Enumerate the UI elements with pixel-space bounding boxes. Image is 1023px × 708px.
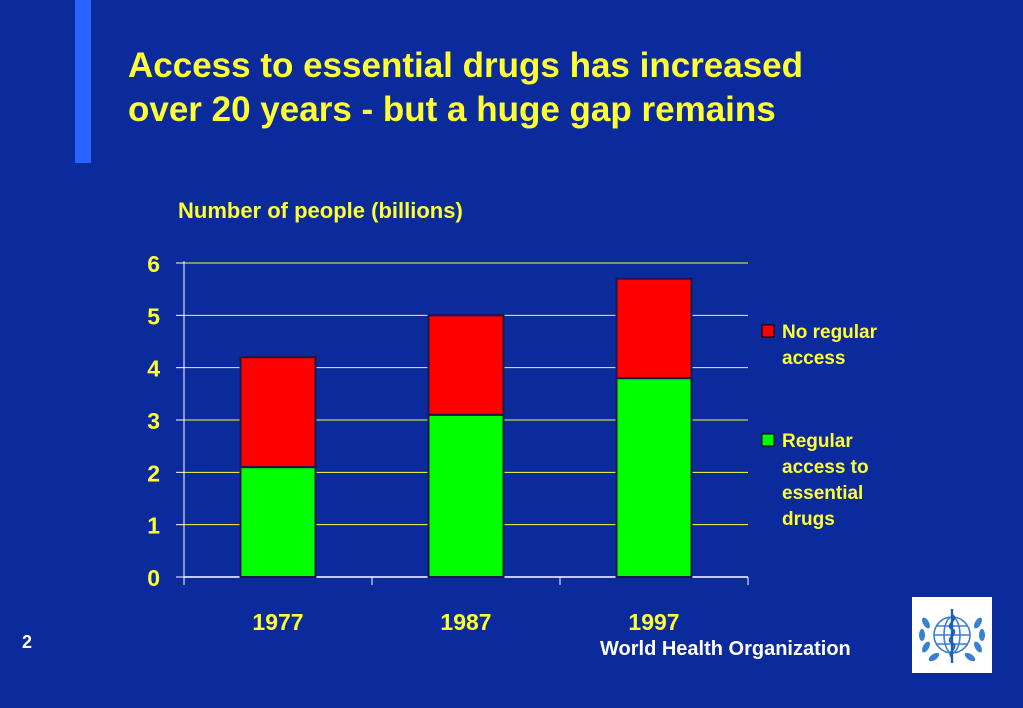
y-tick-label: 6 [147,251,160,277]
who-logo [912,597,992,673]
title-accent-bar [75,0,91,163]
bar-segment-access [615,377,693,578]
slide-number: 2 [22,632,33,652]
slide-title-line-2: over 20 years - but a huge gap remains [128,90,776,129]
legend-label: No regular [782,322,878,343]
bar-segment-no-access [239,356,317,469]
bar-segment-no-access [427,314,505,416]
legend-label: essential [782,483,863,504]
y-tick-label: 5 [147,303,160,329]
bar-segment-access [427,413,505,578]
legend-label: access [782,348,845,369]
y-tick-label: 4 [147,356,160,382]
legend-label: Regular [782,431,853,452]
x-tick-label: 1987 [440,609,491,635]
y-tick-label: 3 [147,408,160,434]
legend-swatch [761,433,775,447]
y-tick-label: 1 [147,513,160,539]
y-tick-label: 0 [147,565,160,591]
bar-segment-access [239,466,317,579]
legend-label: drugs [782,509,835,530]
chart-title: Number of people (billions) [178,198,463,223]
slide-title-line-1: Access to essential drugs has increased [128,46,804,85]
y-tick-label: 2 [147,460,160,486]
legend-label: access to [782,457,869,478]
slide-title: Access to essential drugs has increased … [128,44,948,132]
bar-segment-no-access [615,277,693,380]
x-tick-label: 1997 [628,609,679,635]
who-emblem-icon [919,609,985,663]
organization-name: World Health Organization [600,638,851,660]
legend-swatch [761,324,775,338]
x-tick-label: 1977 [252,609,303,635]
